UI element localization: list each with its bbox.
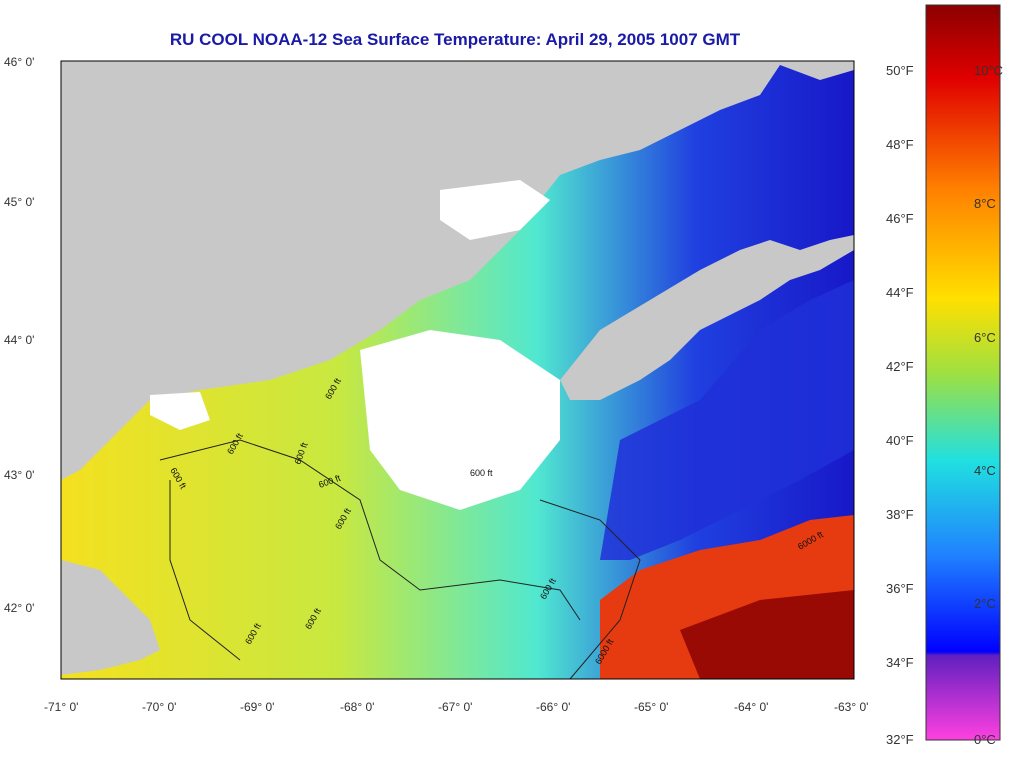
- celsius-label: 2°C: [974, 596, 996, 611]
- fahrenheit-label: 34°F: [886, 655, 914, 670]
- lat-tick: 45° 0': [4, 195, 34, 209]
- lon-tick: -68° 0': [340, 700, 374, 714]
- fahrenheit-label: 40°F: [886, 433, 914, 448]
- contour-label: 600 ft: [470, 468, 493, 478]
- fahrenheit-label: 46°F: [886, 211, 914, 226]
- lon-tick: -69° 0': [240, 700, 274, 714]
- celsius-label: 10°C: [974, 63, 1003, 78]
- lon-tick: -65° 0': [634, 700, 668, 714]
- cloud-cover: [360, 330, 560, 510]
- land-maine-nb: [61, 61, 854, 480]
- lat-tick: 46° 0': [4, 55, 34, 69]
- colorbar-fahrenheit-labels: 50°F 48°F 46°F 44°F 42°F 40°F 38°F 36°F …: [886, 63, 914, 747]
- lon-tick: -63° 0': [834, 700, 868, 714]
- lat-axis: 46° 0' 45° 0' 44° 0' 43° 0' 42° 0': [4, 55, 34, 615]
- fahrenheit-label: 44°F: [886, 285, 914, 300]
- contour-600ft: [159, 439, 581, 621]
- map-area: [60, 60, 855, 680]
- lon-tick: -66° 0': [536, 700, 570, 714]
- celsius-label: 4°C: [974, 463, 996, 478]
- lat-tick: 44° 0': [4, 333, 34, 347]
- fahrenheit-label: 48°F: [886, 137, 914, 152]
- lon-tick: -71° 0': [44, 700, 78, 714]
- celsius-label: 0°C: [974, 732, 996, 747]
- map-title: RU COOL NOAA-12 Sea Surface Temperature:…: [169, 30, 741, 49]
- lon-tick: -70° 0': [142, 700, 176, 714]
- lat-tick: 43° 0': [4, 468, 34, 482]
- land-nova-scotia: [560, 235, 854, 400]
- land-cape-cod: [61, 560, 160, 675]
- celsius-label: 6°C: [974, 330, 996, 345]
- fahrenheit-label: 42°F: [886, 359, 914, 374]
- colorbar: [925, 4, 1001, 741]
- lat-tick: 42° 0': [4, 601, 34, 615]
- fahrenheit-label: 32°F: [886, 732, 914, 747]
- colorbar-celsius-labels: 10°C 8°C 6°C 4°C 2°C 0°C: [974, 63, 1003, 747]
- fahrenheit-label: 38°F: [886, 507, 914, 522]
- lon-axis: -71° 0' -70° 0' -69° 0' -68° 0' -67° 0' …: [44, 700, 868, 714]
- fahrenheit-label: 36°F: [886, 581, 914, 596]
- lon-tick: -64° 0': [734, 700, 768, 714]
- celsius-label: 8°C: [974, 196, 996, 211]
- fahrenheit-label: 50°F: [886, 63, 914, 78]
- lon-tick: -67° 0': [438, 700, 472, 714]
